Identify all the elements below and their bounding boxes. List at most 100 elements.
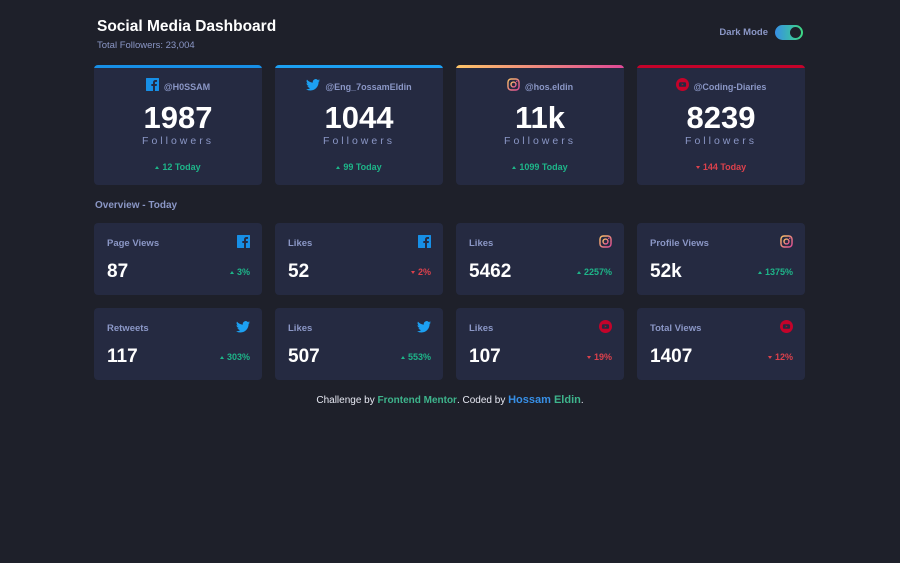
author-last: Eldin <box>553 394 581 406</box>
followers-cards: @H0SSAM 1987 Followers 12 Today @Eng_7ossamE… <box>94 65 805 185</box>
overview-delta: 3% <box>229 267 250 277</box>
frontend-mentor-link[interactable]: Frontend Mentor <box>377 395 457 406</box>
footer-prefix: Challenge by <box>316 395 375 406</box>
handle-row: @H0SSAM <box>94 78 262 96</box>
footer-middle: . Coded by <box>456 395 506 406</box>
delta-text: 12% <box>774 352 793 362</box>
follower-count: 1044 <box>324 100 394 135</box>
trend-up-icon <box>757 270 762 274</box>
author-link[interactable]: Hossam Eldin <box>508 394 581 406</box>
trend-up-icon <box>576 270 581 274</box>
overview-card-twitter[interactable]: Likes 507 553% <box>275 308 443 380</box>
facebook-icon <box>237 235 250 253</box>
youtube-icon <box>599 320 612 338</box>
twitter-icon <box>236 320 250 338</box>
trend-up-icon <box>219 355 224 359</box>
delta-text: 1375% <box>764 267 793 277</box>
trend-down-icon <box>695 165 700 169</box>
facebook-icon <box>418 235 431 253</box>
overview-label: Likes <box>288 238 313 249</box>
follower-count: 11k <box>514 100 565 135</box>
overview-delta: 2% <box>410 267 431 277</box>
overview-card-twitter[interactable]: Retweets 117 303% <box>94 308 262 380</box>
overview-value: 117 <box>107 346 138 367</box>
dashboard-header: Social Media Dashboard Total Followers: … <box>97 18 276 51</box>
overview-delta: 19% <box>586 352 612 362</box>
follower-card-youtube[interactable]: @Coding-Diaries 8239 Followers 144 Today <box>637 65 805 185</box>
overview-label: Total Views <box>650 323 702 334</box>
toggle-knob <box>790 27 801 38</box>
overview-label: Page Views <box>107 238 160 249</box>
overview-value: 52k <box>650 261 682 282</box>
overview-grid: Page Views 87 3% Likes 52 2% Likes 5462 2257% Pro… <box>94 223 805 380</box>
follower-count: 8239 <box>686 100 756 135</box>
overview-card-facebook[interactable]: Page Views 87 3% <box>94 223 262 295</box>
author-first: Hossam <box>508 394 551 406</box>
card-topbar <box>637 65 805 68</box>
instagram-icon <box>780 235 793 253</box>
overview-delta: 12% <box>767 352 793 362</box>
dark-mode-toggle[interactable] <box>775 25 803 40</box>
trend-down-icon <box>767 355 772 359</box>
overview-value: 107 <box>469 346 501 367</box>
instagram-icon <box>507 78 520 96</box>
delta-text: 1099 Today <box>519 162 568 172</box>
trend-down-icon <box>410 270 415 274</box>
delta-text: 3% <box>236 267 250 277</box>
follower-delta: 144 Today <box>637 162 805 172</box>
follower-handle: @hos.eldin <box>524 82 574 92</box>
page-title: Social Media Dashboard <box>97 18 277 35</box>
overview-delta: 303% <box>219 352 250 362</box>
delta-text: 19% <box>593 352 612 362</box>
card-topbar <box>275 65 443 68</box>
follower-card-twitter[interactable]: @Eng_7ossamEldin 1044 Followers 99 Today <box>275 65 443 185</box>
follower-delta: 99 Today <box>275 162 443 172</box>
overview-value: 52 <box>288 261 310 282</box>
follower-label: Followers <box>323 135 395 147</box>
trend-up-icon <box>512 165 517 169</box>
overview-delta: 553% <box>400 352 431 362</box>
trend-up-icon <box>155 165 160 169</box>
overview-value: 87 <box>107 261 129 282</box>
overview-card-facebook[interactable]: Likes 52 2% <box>275 223 443 295</box>
delta-text: 144 Today <box>702 162 747 172</box>
instagram-icon <box>599 235 612 253</box>
handle-row: @Eng_7ossamEldin <box>275 78 443 96</box>
trend-up-icon <box>400 355 405 359</box>
handle-row: @Coding-Diaries <box>637 78 805 96</box>
handle-row: @hos.eldin <box>456 78 624 96</box>
overview-label: Likes <box>469 323 494 334</box>
facebook-icon <box>145 78 159 96</box>
follower-delta: 12 Today <box>94 162 262 172</box>
overview-card-instagram[interactable]: Likes 5462 2257% <box>456 223 624 295</box>
overview-value: 507 <box>288 346 320 367</box>
follower-handle: @Eng_7ossamEldin <box>325 82 412 92</box>
overview-card-instagram[interactable]: Profile Views 52k 1375% <box>637 223 805 295</box>
overview-value: 1407 <box>650 346 693 367</box>
total-followers: Total Followers: 23,004 <box>97 40 195 51</box>
overview-label: Profile Views <box>650 238 709 249</box>
follower-label: Followers <box>142 135 214 147</box>
card-topbar <box>456 65 624 68</box>
follower-handle: @Coding-Diaries <box>693 82 767 92</box>
overview-value: 5462 <box>469 261 512 282</box>
follower-handle: @H0SSAM <box>163 82 211 92</box>
delta-text: 99 Today <box>343 162 382 172</box>
youtube-icon <box>780 320 793 338</box>
card-topbar <box>94 65 262 68</box>
delta-text: 553% <box>407 352 431 362</box>
twitter-icon <box>417 320 431 338</box>
twitter-icon <box>306 78 321 96</box>
trend-down-icon <box>586 355 591 359</box>
delta-text: 2% <box>417 267 431 277</box>
follower-label: Followers <box>685 135 757 147</box>
follower-delta: 1099 Today <box>456 162 624 172</box>
follower-card-instagram[interactable]: @hos.eldin 11k Followers 1099 Today <box>456 65 624 185</box>
overview-card-youtube[interactable]: Likes 107 19% <box>456 308 624 380</box>
trend-up-icon <box>336 165 341 169</box>
overview-label: Retweets <box>107 323 149 334</box>
overview-title: Overview - Today <box>95 200 178 211</box>
overview-card-youtube[interactable]: Total Views 1407 12% <box>637 308 805 380</box>
follower-card-facebook[interactable]: @H0SSAM 1987 Followers 12 Today <box>94 65 262 185</box>
follower-count: 1987 <box>143 100 213 135</box>
